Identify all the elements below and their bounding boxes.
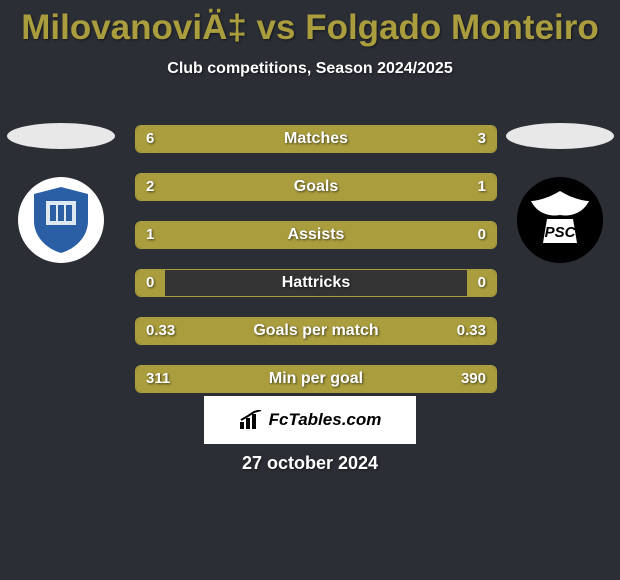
season-subtitle: Club competitions, Season 2024/2025 xyxy=(0,60,620,78)
chart-icon xyxy=(239,410,263,430)
bar-label: Goals per match xyxy=(136,318,496,344)
page-title: MilovanoviÄ‡ vs Folgado Monteiro xyxy=(0,0,620,48)
shield-icon xyxy=(18,177,104,263)
stat-bar: 21Goals xyxy=(135,173,497,201)
left-player-name-oval xyxy=(7,123,115,149)
attribution-text: FcTables.com xyxy=(269,410,382,430)
right-player-name-oval xyxy=(506,123,614,149)
eagle-badge-icon: PSC xyxy=(517,177,603,263)
stat-bar: 63Matches xyxy=(135,125,497,153)
stat-bar: 0.330.33Goals per match xyxy=(135,317,497,345)
stat-bar: 311390Min per goal xyxy=(135,365,497,393)
stat-bar: 10Assists xyxy=(135,221,497,249)
stat-bar: 00Hattricks xyxy=(135,269,497,297)
left-team-logo xyxy=(18,177,104,263)
right-team-logo: PSC xyxy=(517,177,603,263)
comparison-infographic: MilovanoviÄ‡ vs Folgado Monteiro Club co… xyxy=(0,0,620,580)
bar-label: Hattricks xyxy=(136,270,496,296)
right-player-block: PSC xyxy=(502,123,617,263)
attribution-badge: FcTables.com xyxy=(204,396,416,444)
left-player-block xyxy=(3,123,118,263)
svg-text:PSC: PSC xyxy=(544,224,576,241)
bar-label: Min per goal xyxy=(136,366,496,392)
bar-label: Matches xyxy=(136,126,496,152)
bar-label: Goals xyxy=(136,174,496,200)
comparison-bars: 63Matches 21Goals 10Assists 00Hattricks 0.33… xyxy=(135,125,495,413)
date-label: 27 october 2024 xyxy=(0,453,620,474)
bar-label: Assists xyxy=(136,222,496,248)
